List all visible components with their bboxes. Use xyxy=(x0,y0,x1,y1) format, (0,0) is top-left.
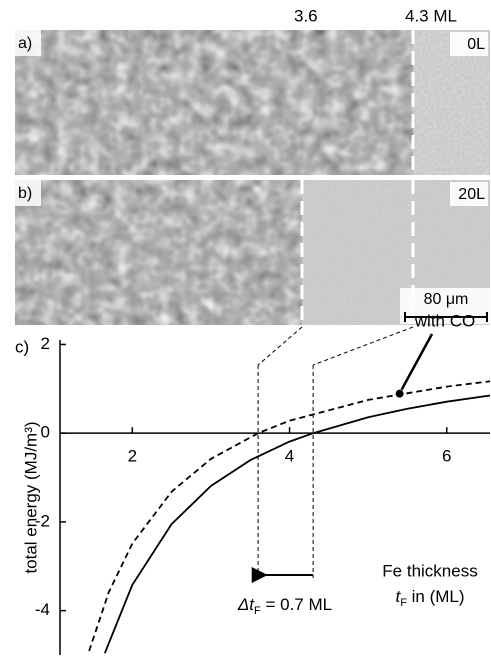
thickness-connector xyxy=(312,326,414,366)
panel-label: c) xyxy=(15,337,29,356)
label-box xyxy=(450,32,488,56)
y-tick-label: -2 xyxy=(35,511,50,530)
micrographs: a) 0L b) 20L 80 μm 3.6 4.3 ML xyxy=(15,6,490,325)
thickness-label: 4.3 ML xyxy=(405,6,457,25)
y-tick-label: 2 xyxy=(41,334,50,353)
text-part: t xyxy=(395,587,401,606)
panel-label: b) xyxy=(18,185,32,202)
label-box xyxy=(15,180,41,206)
chart: 2 0 -2 -4 2 4 6 c) total energy (MJ/m³) Fe thickn… xyxy=(15,311,491,655)
x-tick-label: 4 xyxy=(285,447,294,466)
annotation-arrow xyxy=(400,333,434,391)
y-tick-label: -4 xyxy=(35,600,50,619)
text-part: F xyxy=(400,597,407,609)
text-part: = 0.7 ML xyxy=(261,595,332,614)
dose-label: 0L xyxy=(467,36,485,53)
x-axis-label: tF in (ML) xyxy=(395,587,464,608)
text-part: F xyxy=(254,605,261,617)
text-part: Δt xyxy=(237,595,255,614)
series-line xyxy=(88,380,491,652)
label-box xyxy=(15,30,41,56)
x-tick-label: 6 xyxy=(442,447,451,466)
micrograph-domains xyxy=(15,30,413,175)
x-tick-label: 2 xyxy=(128,447,137,466)
scale-label: 80 μm xyxy=(424,291,469,308)
series-line xyxy=(103,394,491,654)
y-tick-label: 0 xyxy=(41,423,50,442)
label-box xyxy=(450,182,488,206)
y-axis-label: total energy (MJ/m³) xyxy=(21,421,40,573)
dose-label: 20L xyxy=(458,186,485,203)
thickness-label: 3.6 xyxy=(294,6,318,25)
micrograph-domains xyxy=(15,180,302,325)
annotation-text: with CO xyxy=(414,311,475,330)
text-part: in (ML) xyxy=(407,587,465,606)
annotation-point xyxy=(395,389,404,398)
shift-label: ΔtF = 0.7 ML xyxy=(237,595,332,616)
x-axis-label: Fe thickness xyxy=(382,561,477,580)
panel-label: a) xyxy=(18,35,32,52)
thickness-connector xyxy=(257,326,303,366)
